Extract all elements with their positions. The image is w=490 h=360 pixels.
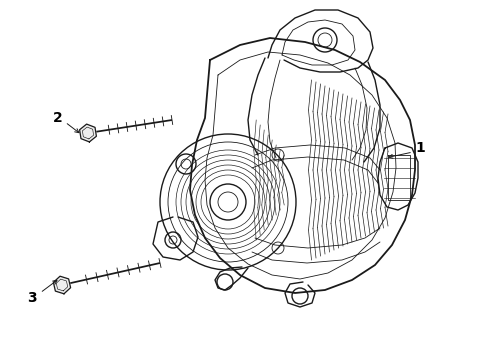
Text: 2: 2 — [53, 111, 63, 125]
Text: 1: 1 — [415, 141, 425, 155]
Polygon shape — [79, 124, 97, 142]
Polygon shape — [53, 276, 71, 294]
Text: 3: 3 — [27, 291, 37, 305]
